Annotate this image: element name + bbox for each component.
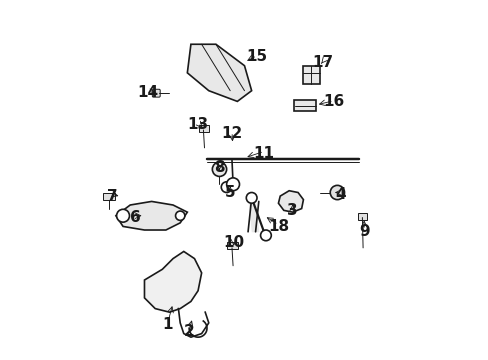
FancyBboxPatch shape — [102, 193, 115, 201]
Polygon shape — [278, 191, 303, 212]
FancyBboxPatch shape — [152, 89, 160, 97]
Circle shape — [260, 230, 271, 241]
Text: 18: 18 — [267, 219, 288, 234]
Circle shape — [226, 178, 239, 191]
Circle shape — [329, 185, 344, 200]
Text: 4: 4 — [335, 187, 346, 202]
Text: 6: 6 — [130, 210, 141, 225]
Text: 11: 11 — [253, 146, 274, 161]
Text: 14: 14 — [137, 85, 158, 100]
Text: 7: 7 — [107, 189, 118, 203]
Text: 8: 8 — [214, 160, 224, 175]
Polygon shape — [303, 66, 319, 84]
Text: 15: 15 — [246, 49, 267, 64]
Text: 5: 5 — [224, 185, 235, 200]
Circle shape — [116, 209, 129, 222]
Polygon shape — [144, 251, 201, 312]
Text: 9: 9 — [358, 224, 369, 239]
FancyBboxPatch shape — [227, 242, 238, 249]
FancyBboxPatch shape — [294, 100, 316, 111]
FancyBboxPatch shape — [199, 125, 208, 132]
Text: 2: 2 — [183, 324, 194, 339]
FancyBboxPatch shape — [357, 213, 366, 220]
Circle shape — [175, 211, 184, 220]
Polygon shape — [116, 202, 187, 230]
Text: 12: 12 — [221, 126, 242, 141]
Text: 3: 3 — [287, 203, 297, 218]
Circle shape — [212, 162, 226, 176]
Polygon shape — [187, 44, 251, 102]
Text: 13: 13 — [187, 117, 208, 132]
Text: 16: 16 — [323, 94, 344, 109]
Circle shape — [246, 193, 257, 203]
Text: 1: 1 — [162, 317, 173, 332]
Text: 10: 10 — [223, 235, 244, 250]
Text: 17: 17 — [312, 55, 333, 69]
Circle shape — [221, 182, 231, 193]
